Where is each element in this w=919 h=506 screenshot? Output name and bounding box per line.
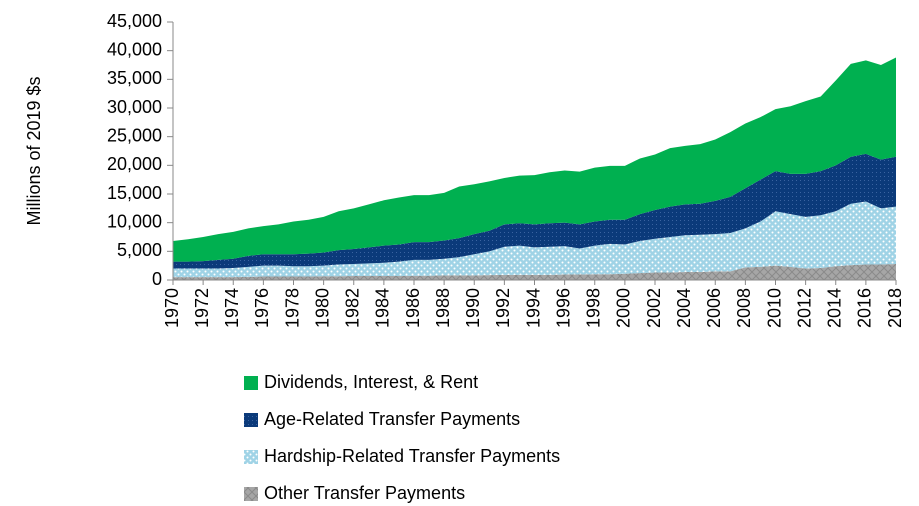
area bbox=[173, 153, 896, 269]
x-tick-label: 2018 bbox=[885, 288, 905, 328]
x-tick-label: 1988 bbox=[433, 288, 453, 328]
x-tick-label: 2002 bbox=[644, 288, 664, 328]
x-tick-label: 1986 bbox=[403, 288, 423, 328]
legend-label: Age-Related Transfer Payments bbox=[264, 409, 520, 429]
x-tick-label: 1992 bbox=[493, 288, 513, 328]
x-tick-label: 1972 bbox=[192, 288, 212, 328]
y-axis-label: Millions of 2019 $s bbox=[24, 76, 44, 225]
x-tick-label: 1990 bbox=[463, 288, 483, 328]
x-tick-label: 2008 bbox=[734, 288, 754, 328]
y-tick-label: 30,000 bbox=[107, 97, 162, 117]
x-tick-label: 1978 bbox=[282, 288, 302, 328]
area bbox=[173, 201, 896, 278]
y-tick-label: 35,000 bbox=[107, 68, 162, 88]
x-tick-label: 2016 bbox=[855, 288, 875, 328]
legend-swatch bbox=[244, 450, 258, 464]
y-tick-label: 10,000 bbox=[107, 211, 162, 231]
x-tick-label: 1982 bbox=[343, 288, 363, 328]
x-tick-label: 2012 bbox=[794, 288, 814, 328]
x-tick-label: 1970 bbox=[162, 288, 182, 328]
area bbox=[173, 57, 896, 262]
x-tick-label: 1996 bbox=[553, 288, 573, 328]
x-tick-label: 1980 bbox=[312, 288, 332, 328]
x-tick-label: 1974 bbox=[222, 288, 242, 328]
x-tick-label: 1994 bbox=[523, 288, 543, 328]
legend-label: Other Transfer Payments bbox=[264, 483, 465, 503]
legend-swatch bbox=[244, 413, 258, 427]
x-tick-label: 1976 bbox=[252, 288, 272, 328]
x-tick-label: 1984 bbox=[373, 288, 393, 328]
y-tick-label: 45,000 bbox=[107, 11, 162, 31]
y-tick-label: 0 bbox=[152, 269, 162, 289]
y-tick-label: 15,000 bbox=[107, 183, 162, 203]
legend-swatch bbox=[244, 376, 258, 390]
x-tick-label: 1998 bbox=[584, 288, 604, 328]
x-tick-label: 2010 bbox=[764, 288, 784, 328]
legend-label: Dividends, Interest, & Rent bbox=[264, 372, 478, 392]
x-tick-label: 2014 bbox=[825, 288, 845, 328]
x-tick-label: 2004 bbox=[674, 288, 694, 328]
legend-swatch bbox=[244, 487, 258, 501]
x-tick-label: 2000 bbox=[614, 288, 634, 328]
y-tick-label: 20,000 bbox=[107, 154, 162, 174]
y-tick-label: 25,000 bbox=[107, 125, 162, 145]
legend-label: Hardship-Related Transfer Payments bbox=[264, 446, 560, 466]
x-tick-label: 2006 bbox=[704, 288, 724, 328]
y-tick-label: 40,000 bbox=[107, 39, 162, 59]
y-tick-label: 5,000 bbox=[117, 240, 162, 260]
